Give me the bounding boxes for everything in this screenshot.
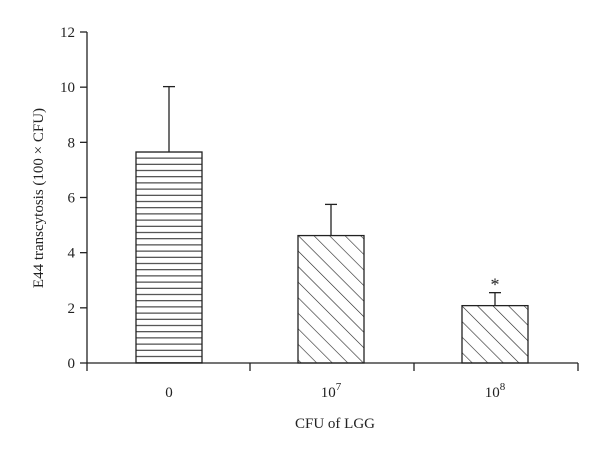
x-tick-label-2: 108 [485,381,506,401]
y-tick-label-0: 0 [68,356,76,372]
y-tick-label-2: 4 [68,246,76,262]
bar-2 [461,304,529,364]
significance-marker-0: * [491,275,500,295]
x-tick-label-0: 0 [165,385,173,401]
y-tick-label-5: 10 [60,80,75,96]
y-tick-label-3: 6 [68,191,76,207]
y-tick-label-4: 8 [68,135,76,151]
x-axis-title: CFU of LGG [295,416,375,432]
x-tick-label-1: 107 [321,381,342,401]
y-tick-label-1: 2 [68,301,76,317]
y-tick-label-6: 12 [60,25,75,41]
bar-1 [297,234,365,364]
bar-0 [135,151,203,364]
y-axis-title: E44 transcytosis (100 × CFU) [31,108,47,288]
